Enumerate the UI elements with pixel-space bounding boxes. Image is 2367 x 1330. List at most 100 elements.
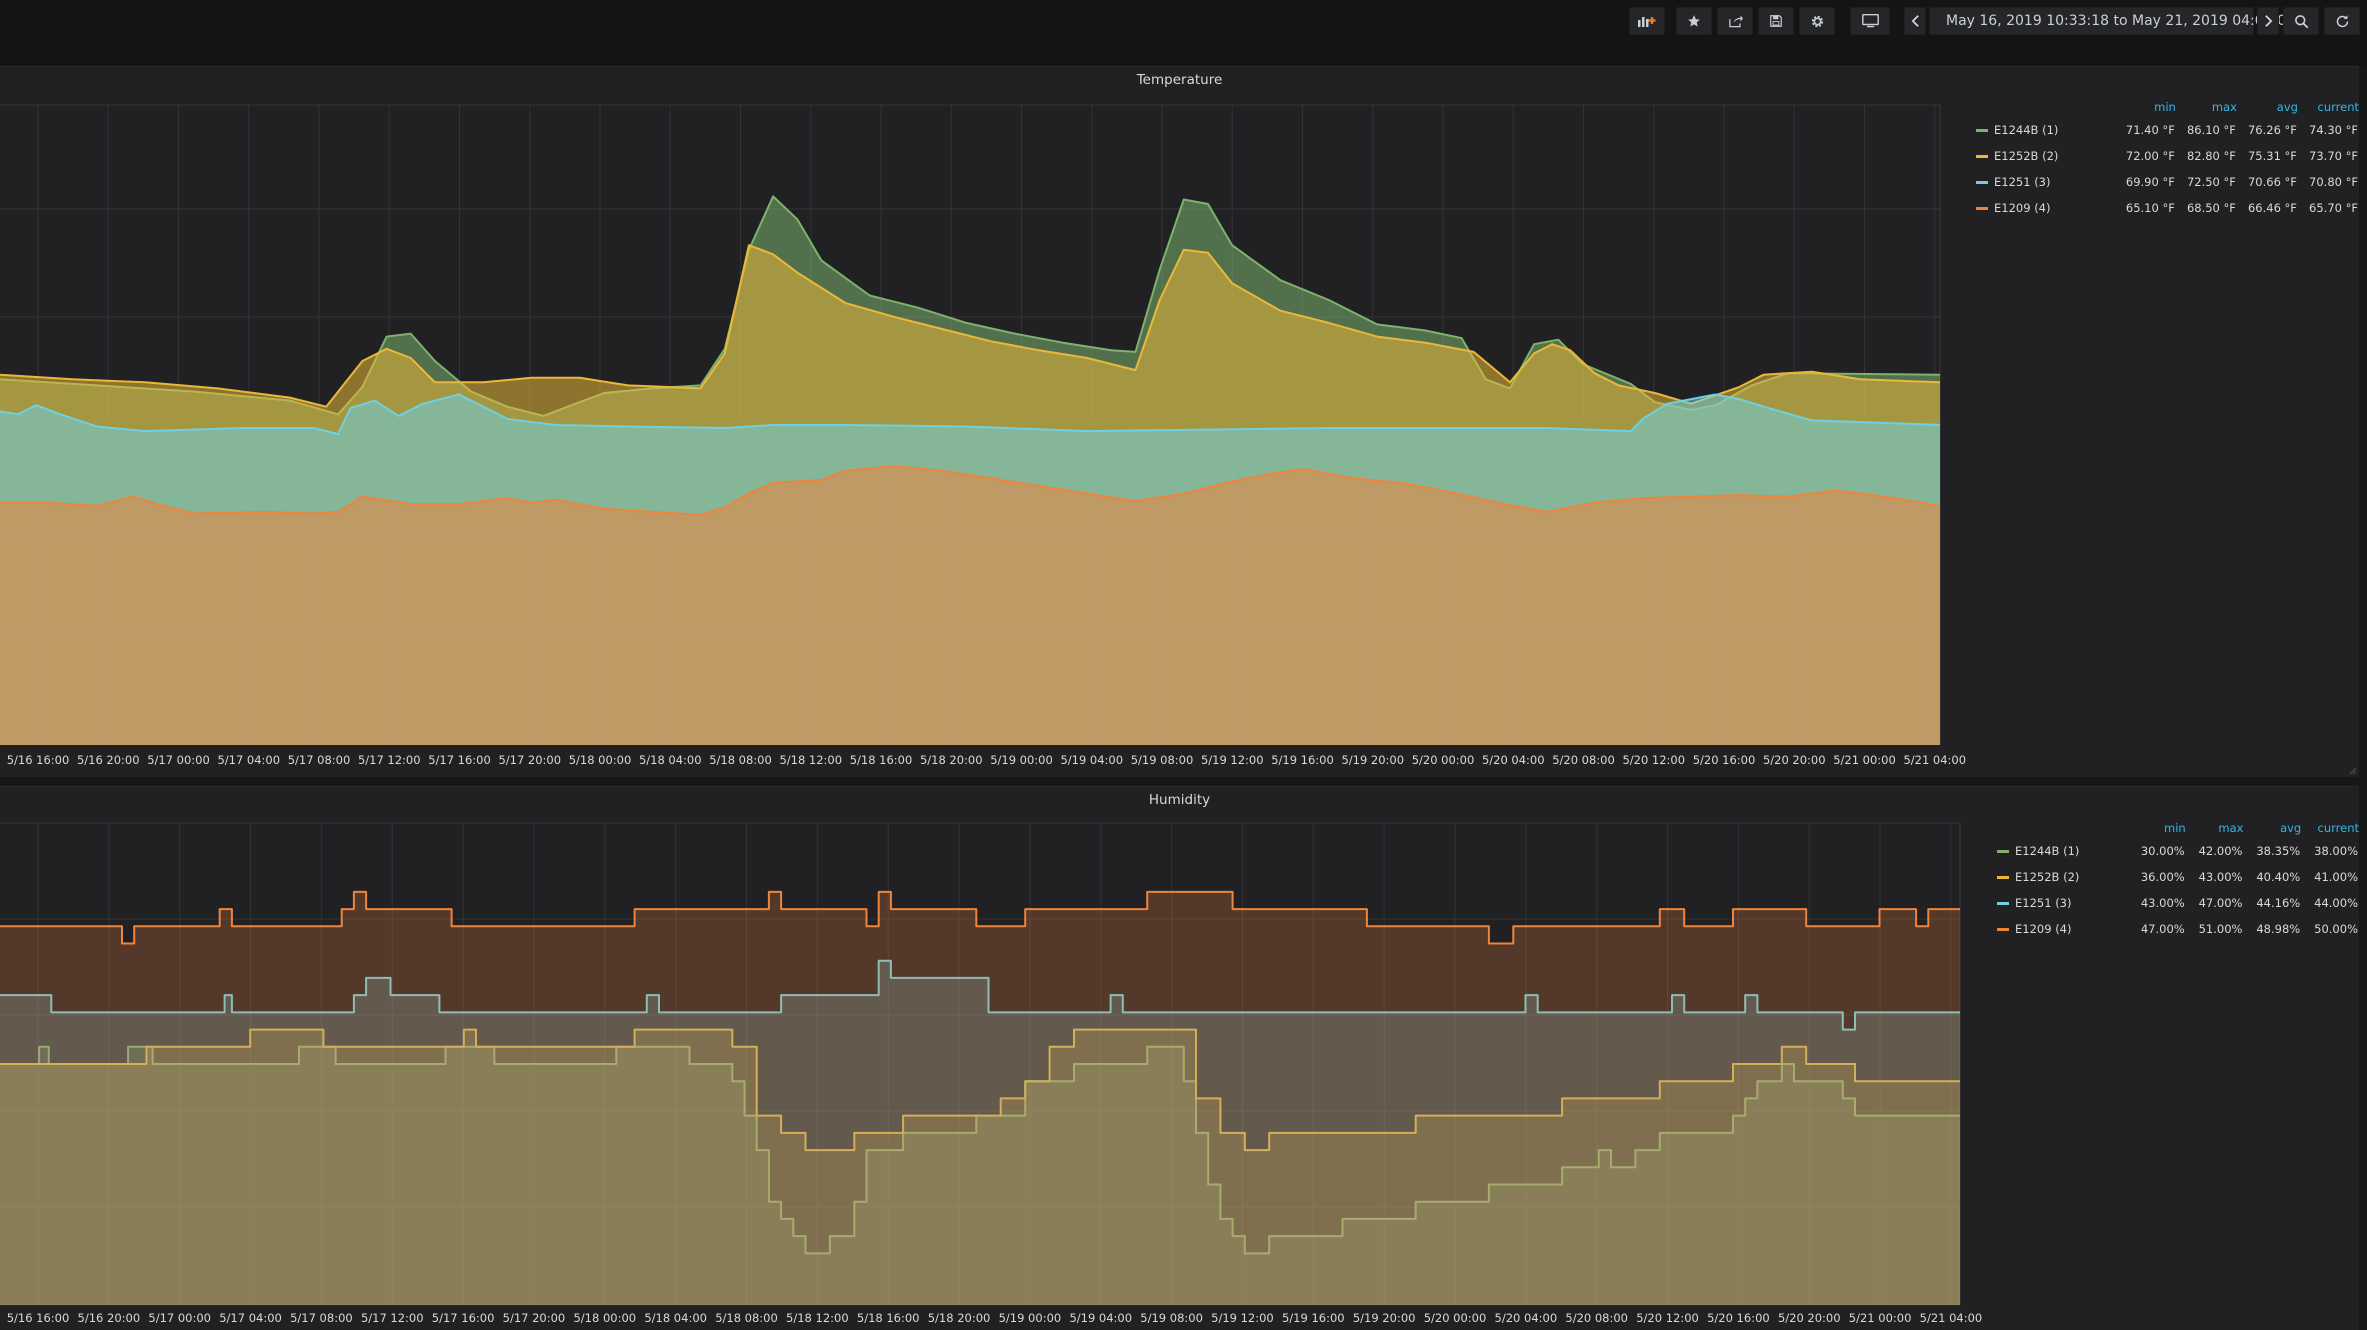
series-line[interactable] (0, 890, 1960, 945)
share-icon (1728, 15, 1743, 28)
panel-title[interactable]: Temperature (1136, 72, 1223, 88)
legend-item[interactable]: E1252B (2) 72.00 °F 82.80 °F 75.31 °F 73.70 … (1975, 143, 2359, 169)
star-icon (1688, 15, 1700, 27)
legend-item[interactable]: E1209 (4) 65.10 °F 68.50 °F 66.46 °F 65.70 °… (1975, 195, 2359, 221)
legend-item[interactable]: E1209 (4) 47.00% 51.00% 48.98% 50.00% (1996, 916, 2359, 942)
legend-value-avg: 38.35% (2256, 844, 2301, 858)
series-color-swatch[interactable] (1997, 850, 2009, 853)
legend-value-avg: 75.31 °F (2247, 149, 2297, 163)
legend-col-min[interactable]: min (2164, 821, 2186, 835)
legend-series-name[interactable]: E1209 (4) (1996, 916, 2133, 942)
legend-value-avg: 70.66 °F (2247, 175, 2297, 189)
x-tick-label: 5/16 16:00 (7, 1311, 70, 1325)
series-label: E1251 (3) (1994, 175, 2051, 189)
legend-item[interactable]: E1252B (2) 36.00% 43.00% 40.40% 41.00% (1996, 864, 2359, 890)
x-tick-label: 5/20 04:00 (1495, 1311, 1558, 1325)
legend-series-name[interactable]: E1209 (4) (1975, 195, 2117, 221)
time-picker-button[interactable]: May 16, 2019 10:33:18 to May 21, 2019 04… (1929, 7, 2295, 35)
legend-col-min[interactable]: min (2154, 100, 2176, 114)
legend-value-avg: 44.16% (2256, 896, 2301, 910)
series-color-swatch[interactable] (1976, 129, 1988, 132)
x-tick-label: 5/17 12:00 (358, 753, 421, 767)
series-color-swatch[interactable] (1997, 928, 2009, 931)
panel-resize-handle[interactable] (2349, 767, 2357, 775)
x-tick-label: 5/20 00:00 (1424, 1311, 1487, 1325)
temperature-panel: Temperature 5/16 16:00 5/16 20:00 5/17 00:… (0, 66, 2359, 777)
x-tick-label: 5/20 20:00 (1763, 753, 1826, 767)
chevron-left-icon (1911, 15, 1919, 27)
series-label: E1244B (1) (1994, 123, 2059, 137)
panel-title[interactable]: Humidity (1148, 792, 1211, 808)
legend-series-name[interactable]: E1244B (1) (1996, 838, 2133, 864)
series-area (0, 466, 1940, 745)
series-color-swatch[interactable] (1997, 902, 2009, 905)
series-line[interactable] (0, 1028, 1960, 1152)
x-tick-label: 5/19 04:00 (1069, 1311, 1132, 1325)
legend-value-min: 71.40 °F (2125, 123, 2175, 137)
series-line[interactable] (0, 195, 1941, 417)
legend-col-current[interactable]: current (2317, 821, 2360, 835)
legend-col-avg[interactable]: avg (2280, 821, 2302, 835)
series-line[interactable] (0, 1045, 1960, 1255)
humidity-panel: Humidity 5/16 16:00 5/16 20:00 5/17 00:00 5… (0, 786, 2359, 1330)
legend-value-min: 47.00% (2140, 922, 2185, 936)
time-shift-back-button[interactable] (1904, 7, 1926, 35)
time-shift-forward-button[interactable] (2257, 7, 2279, 35)
x-tick-label: 5/16 16:00 (7, 753, 70, 767)
legend-value-max: 72.50 °F (2186, 175, 2236, 189)
star-button[interactable] (1676, 7, 1712, 35)
temperature-graph[interactable]: 5/16 16:00 5/16 20:00 5/17 00:00 5/17 04:00… (0, 67, 2359, 777)
x-tick-label: 5/20 12:00 (1636, 1311, 1699, 1325)
share-button[interactable] (1717, 7, 1753, 35)
legend-series-name[interactable]: E1252B (2) (1996, 864, 2133, 890)
legend-col-current[interactable]: current (2317, 100, 2360, 114)
legend-col-max[interactable]: max (2211, 100, 2237, 114)
legend-value-min: 36.00% (2140, 870, 2185, 884)
legend-value-min: 30.00% (2140, 844, 2185, 858)
series-color-swatch[interactable] (1976, 155, 1988, 158)
legend-item[interactable]: E1251 (3) 69.90 °F 72.50 °F 70.66 °F 70.80 °… (1975, 169, 2359, 195)
legend-series-name[interactable]: E1252B (2) (1975, 143, 2117, 169)
x-tick-label: 5/19 08:00 (1131, 753, 1194, 767)
series-color-swatch[interactable] (1976, 207, 1988, 210)
x-tick-label: 5/17 08:00 (290, 1311, 353, 1325)
legend-item[interactable]: E1244B (1) 30.00% 42.00% 38.35% 38.00% (1996, 838, 2359, 864)
save-button[interactable] (1758, 7, 1794, 35)
x-tick-label: 5/18 08:00 (709, 753, 772, 767)
refresh-button[interactable] (2324, 7, 2360, 35)
x-tick-label: 5/18 20:00 (920, 753, 983, 767)
series-label: E1244B (1) (2015, 844, 2080, 858)
legend-value-max: 86.10 °F (2186, 123, 2236, 137)
legend-value-avg: 66.46 °F (2247, 201, 2297, 215)
legend-col-max[interactable]: max (2218, 821, 2244, 835)
humidity-graph[interactable]: 5/16 16:00 5/16 20:00 5/17 00:00 5/17 04:00… (0, 787, 2359, 1330)
zoom-out-button[interactable] (2283, 7, 2319, 35)
series-area (0, 891, 1960, 1305)
series-line[interactable] (0, 465, 1941, 516)
legend-series-name[interactable]: E1251 (3) (1996, 890, 2133, 916)
x-tick-label: 5/20 00:00 (1412, 753, 1475, 767)
legend-series-name[interactable]: E1251 (3) (1975, 169, 2117, 195)
cycle-view-mode-button[interactable] (1850, 7, 1890, 35)
legend-item[interactable]: E1244B (1) 71.40 °F 86.10 °F 76.26 °F 74.30 … (1975, 117, 2359, 143)
legend-value-max: 51.00% (2198, 922, 2243, 936)
series-color-swatch[interactable] (1976, 181, 1988, 184)
series-line[interactable] (0, 959, 1960, 1031)
legend-col-avg[interactable]: avg (2276, 100, 2298, 114)
legend-value-current: 44.00% (2314, 896, 2358, 910)
legend-item[interactable]: E1251 (3) 43.00% 47.00% 44.16% 44.00% (1996, 890, 2359, 916)
add-panel-button[interactable] (1629, 7, 1665, 35)
x-tick-label: 5/18 00:00 (569, 753, 632, 767)
settings-button[interactable] (1799, 7, 1835, 35)
x-tick-label: 5/20 12:00 (1622, 753, 1685, 767)
x-tick-label: 5/18 16:00 (857, 1311, 920, 1325)
series-line[interactable] (0, 393, 1941, 436)
legend-value-current: 41.00% (2314, 870, 2358, 884)
series-color-swatch[interactable] (1997, 876, 2009, 879)
x-tick-label: 5/17 16:00 (428, 753, 491, 767)
legend-series-name[interactable]: E1244B (1) (1975, 117, 2117, 143)
series-line[interactable] (0, 244, 1941, 408)
x-tick-label: 5/18 00:00 (573, 1311, 636, 1325)
gear-icon (1811, 15, 1823, 27)
dashboard-navbar: May 16, 2019 10:33:18 to May 21, 2019 04… (0, 0, 2367, 66)
